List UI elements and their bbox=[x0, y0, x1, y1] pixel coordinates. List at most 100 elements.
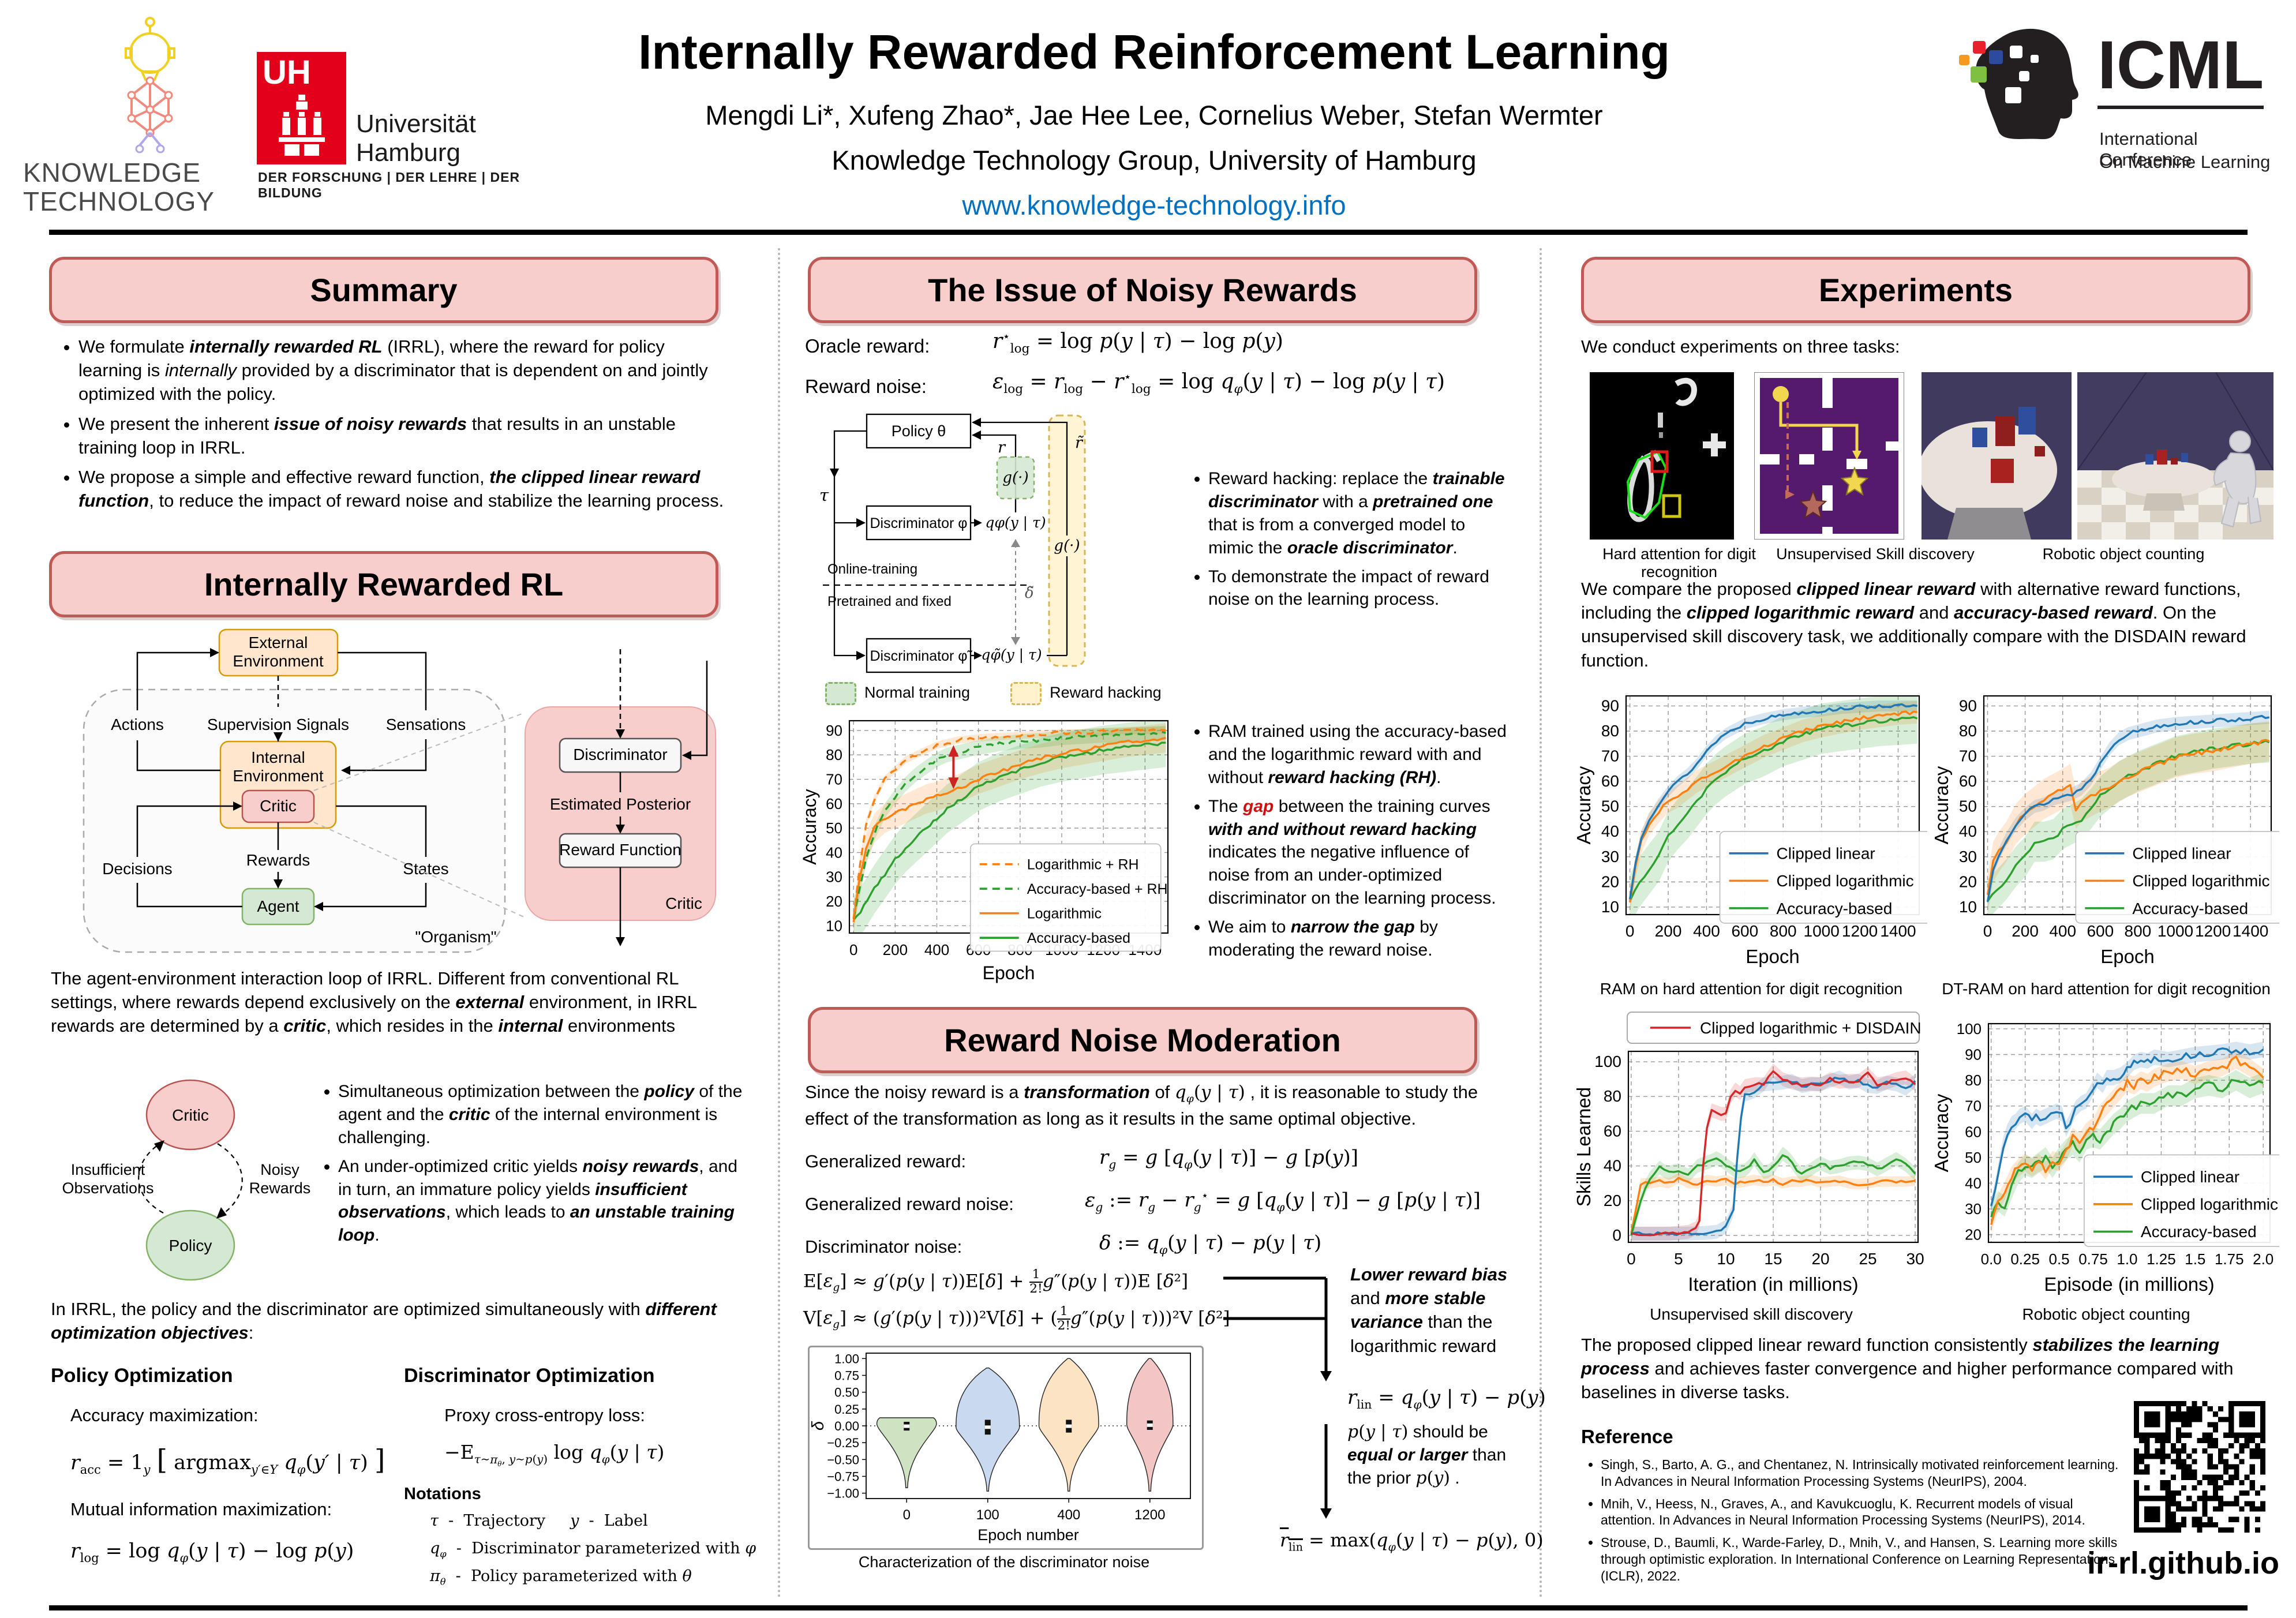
svg-text:400: 400 bbox=[1693, 922, 1720, 940]
svg-text:10: 10 bbox=[1601, 898, 1619, 916]
page-title: Internally Rewarded Reinforcement Learni… bbox=[638, 25, 1670, 79]
organism-label: "Organism" bbox=[415, 928, 496, 946]
zoom-connector-lines bbox=[313, 712, 526, 918]
svg-text:50: 50 bbox=[1601, 797, 1619, 815]
experiments-intro: We conduct experiments on three tasks: bbox=[1581, 336, 1900, 357]
noisy-rewards-diagram: Policy θ Discriminator φ Discriminator φ… bbox=[819, 413, 1086, 673]
svg-text:−0.25: −0.25 bbox=[827, 1436, 859, 1450]
mi-max-eq: rlog = log qφ(y | τ) − log p(y) bbox=[70, 1540, 354, 1565]
svg-text:15: 15 bbox=[1764, 1250, 1782, 1268]
notation-line: πθ - Policy parameterized with θ bbox=[430, 1567, 692, 1587]
svg-text:600: 600 bbox=[1731, 922, 1758, 940]
qr-code bbox=[2134, 1401, 2265, 1533]
svg-text:90: 90 bbox=[1965, 1046, 1982, 1063]
chart-caption-dtram: DT-RAM on hard attention for digit recog… bbox=[1942, 980, 2271, 998]
legend-hacking: Reward hacking bbox=[1010, 682, 1162, 705]
project-site-link[interactable]: ir-rl.github.io bbox=[2087, 1546, 2279, 1580]
discriminator-online-box bbox=[866, 505, 972, 541]
svg-text:Accuracy: Accuracy bbox=[801, 789, 820, 865]
reward-hacking-swatch bbox=[1010, 682, 1042, 705]
svg-text:1.0: 1.0 bbox=[2117, 1250, 2137, 1268]
svg-text:0.00: 0.00 bbox=[834, 1419, 859, 1433]
reward-noise-label: Reward noise: bbox=[805, 376, 927, 397]
loop-bullets: Simultaneous optimization between the po… bbox=[312, 1080, 743, 1253]
svg-text:40: 40 bbox=[1959, 822, 1977, 840]
rh-chart-bullet: We aim to narrow the gap by moderating t… bbox=[1208, 916, 1515, 962]
loop-policy-label: Policy bbox=[169, 1237, 212, 1254]
q-online-label: qφ(y | τ) bbox=[985, 514, 1046, 531]
robotic-counting-chart: 20 30 40 50 60 70 80 90 100 0.0 0.25 0.5 0.75 1.0 1.25… bbox=[1931, 1014, 2296, 1300]
svg-text:−0.75: −0.75 bbox=[827, 1470, 859, 1484]
svg-text:60: 60 bbox=[1604, 1122, 1621, 1140]
svg-text:90: 90 bbox=[1959, 696, 1977, 714]
compare-paragraph: We compare the proposed clipped linear r… bbox=[1581, 579, 2246, 671]
sensations-label: Sensations bbox=[386, 716, 466, 733]
svg-text:Clipped linear: Clipped linear bbox=[1777, 845, 1875, 863]
conclusion: The proposed clipped linear reward funct… bbox=[1581, 1335, 2234, 1403]
svg-text:800: 800 bbox=[1770, 922, 1797, 940]
loop-critic-label: Critic bbox=[172, 1106, 209, 1124]
summary-bullet: We propose a simple and effective reward… bbox=[78, 465, 730, 512]
svg-text:−1.00: −1.00 bbox=[827, 1486, 859, 1501]
svg-text:Accuracy: Accuracy bbox=[1933, 1093, 1952, 1172]
svg-text:1200: 1200 bbox=[2195, 922, 2231, 940]
svg-text:20: 20 bbox=[1604, 1192, 1621, 1209]
r-label: r bbox=[998, 439, 1006, 456]
violin-figure: 1.00 0.75 0.50 0.25 0.00 −0.25 −0.50 −0.75 −1.00… bbox=[808, 1346, 1204, 1550]
svg-text:30: 30 bbox=[1959, 848, 1977, 866]
g-function-label: g(·) bbox=[1054, 537, 1080, 555]
noisy-rewards-header: The Issue of Noisy Rewards bbox=[808, 257, 1477, 323]
noisy-rewards-title: The Issue of Noisy Rewards bbox=[928, 272, 1357, 308]
svg-text:Logarithmic + RH: Logarithmic + RH bbox=[1027, 856, 1139, 872]
chart-caption-skill: Unsupervised skill discovery bbox=[1650, 1305, 1853, 1323]
task-image-maze bbox=[1754, 372, 1904, 540]
task-image-counting-robot bbox=[2077, 372, 2273, 540]
internal-env-label: Environment bbox=[233, 767, 323, 785]
acc-max-eq: racc = 1y [ argmaxy′∈Y qφ(y′ | τ) ] bbox=[70, 1444, 385, 1477]
svg-text:Clipped logarithmic + DISDAIN: Clipped logarithmic + DISDAIN bbox=[1700, 1019, 1922, 1037]
rh-chart-bullet: The gap between the training curves with… bbox=[1208, 795, 1515, 910]
disc-noise-eq: δ := qφ(y | τ) − p(y | τ) bbox=[1099, 1231, 1322, 1257]
svg-text:25: 25 bbox=[1859, 1250, 1876, 1268]
kt-robot-icon bbox=[125, 17, 175, 153]
oracle-reward-label: Oracle reward: bbox=[805, 335, 930, 357]
svg-text:1200: 1200 bbox=[1842, 922, 1878, 940]
authors: Mengdi Li*, Xufeng Zhao*, Jae Hee Lee, C… bbox=[705, 100, 1603, 130]
svg-text:0: 0 bbox=[903, 1507, 911, 1523]
dtram-chart: 10 20 30 40 50 60 70 80 90 0 200 400 600 800 1000 1200 1… bbox=[1931, 687, 2296, 972]
svg-text:Accuracy-based + RH: Accuracy-based + RH bbox=[1027, 881, 1168, 897]
reference-title: Reference bbox=[1581, 1426, 1673, 1447]
rh-comparison-chart: 1020304050607080900200400600800100012001… bbox=[799, 713, 1176, 988]
svg-text:δ: δ bbox=[810, 1421, 827, 1430]
svg-text:Epoch: Epoch bbox=[1746, 946, 1800, 967]
task-caption: Unsupervised Skill discovery bbox=[1776, 545, 1975, 563]
svg-text:30: 30 bbox=[826, 868, 842, 886]
svg-text:90: 90 bbox=[1601, 696, 1619, 714]
svg-text:100: 100 bbox=[1594, 1053, 1621, 1070]
svg-text:50: 50 bbox=[826, 819, 842, 837]
policy-label: Policy θ bbox=[892, 422, 946, 440]
svg-text:Epoch: Epoch bbox=[983, 962, 1035, 983]
noisy-bullet: Reward hacking: replace the trainable di… bbox=[1208, 467, 1514, 560]
proxy-eq: −Eτ∼πθ, y∼p(y) log qφ(y | τ) bbox=[444, 1441, 665, 1468]
svg-text:0: 0 bbox=[1625, 922, 1635, 940]
svg-text:30: 30 bbox=[1601, 848, 1619, 866]
group-url-link[interactable]: www.knowledge-technology.info bbox=[962, 190, 1346, 220]
acc-max-label: Accuracy maximization: bbox=[70, 1405, 259, 1425]
kt-logo: KNOWLEDGE TECHNOLOGY bbox=[23, 12, 277, 225]
external-env-label: External bbox=[249, 634, 308, 651]
affiliation: Knowledge Technology Group, University o… bbox=[831, 145, 1477, 175]
moderation-note: Lower reward bias and more stable varian… bbox=[1350, 1264, 1508, 1356]
summary-bullet: We present the inherent issue of noisy r… bbox=[78, 412, 730, 459]
icml-sub2: On Machine Learning bbox=[2099, 152, 2271, 172]
mi-max-label: Mutual information maximization: bbox=[70, 1499, 332, 1519]
svg-text:0.75: 0.75 bbox=[834, 1369, 859, 1383]
gen-noise-eq: εg := rg − rg⋆ = g [qφ(y | τ)] − g [p(y … bbox=[1085, 1188, 1481, 1214]
rh-chart-bullets: RAM trained using the accuracy-based and… bbox=[1182, 720, 1515, 968]
svg-text:20: 20 bbox=[1811, 1250, 1829, 1268]
svg-text:50: 50 bbox=[1965, 1149, 1982, 1166]
svg-text:1400: 1400 bbox=[1880, 922, 1916, 940]
svg-text:100: 100 bbox=[1957, 1020, 1982, 1038]
svg-text:Accuracy-based: Accuracy-based bbox=[1777, 900, 1893, 917]
notation-line: qφ - Discriminator parameterized with φ bbox=[430, 1540, 756, 1560]
